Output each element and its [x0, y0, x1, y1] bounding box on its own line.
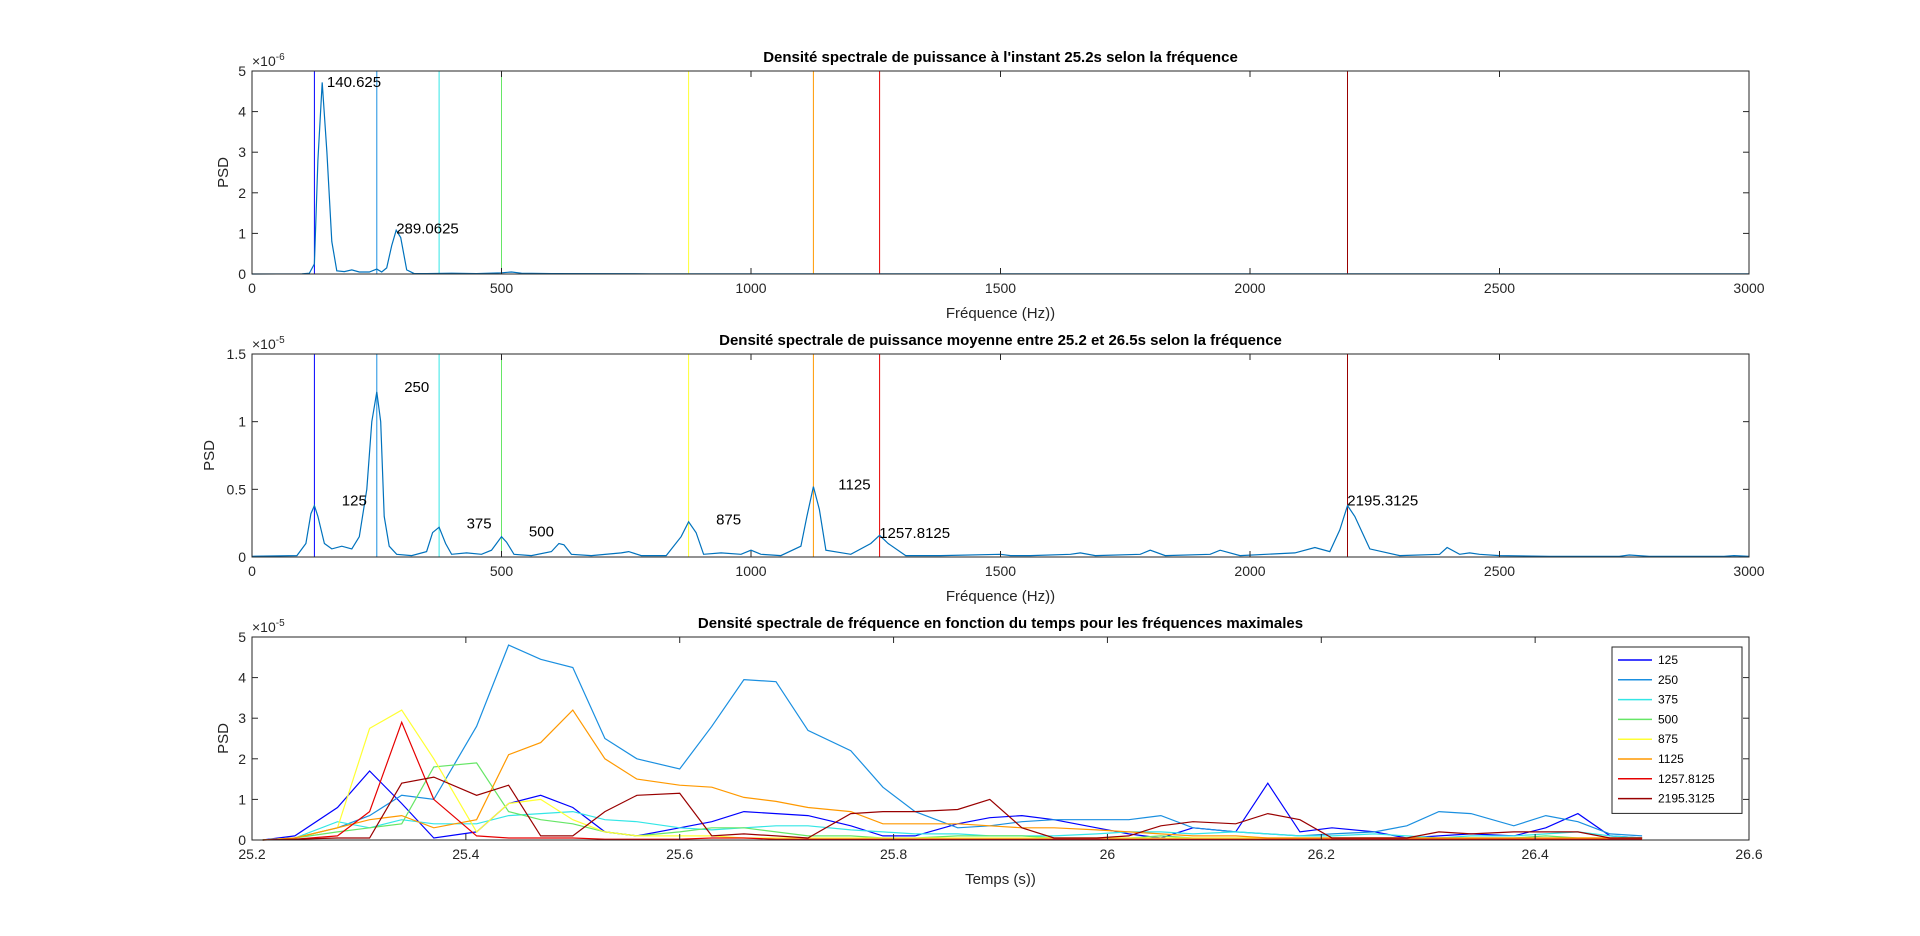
x-tick-label-2-2: 1000 [735, 563, 766, 579]
ticks-2: 0 500 1000 1500 2000 2500 3000 0 0.5 1 1.5 [227, 346, 1765, 579]
legend-label-1257_8125: 1257.8125 [1658, 772, 1715, 786]
peak-annotation-1-1: 289.0625 [396, 220, 459, 237]
series-line-3-250 [262, 644, 1643, 841]
y-axis-exponent-2: ×10-5 [252, 335, 285, 352]
plot-area-3 [262, 644, 1643, 841]
x-axis-label-1: Fréquence (Hz)) [946, 305, 1055, 322]
y-tick-label-3-1: 1 [238, 791, 246, 807]
y-axis-exponent-3: ×10-5 [252, 618, 285, 635]
y-tick-label-1-1: 1 [238, 225, 246, 241]
y-tick-label-3-3: 3 [238, 710, 246, 726]
y-tick-label-1-2: 2 [238, 185, 246, 201]
legend-label-875: 875 [1658, 732, 1678, 746]
legend-label-250: 250 [1658, 673, 1678, 687]
x-tick-label-1-6: 3000 [1733, 280, 1764, 296]
x-tick-label-3-7: 26.6 [1735, 846, 1762, 862]
x-axis-label-2: Fréquence (Hz)) [946, 588, 1055, 605]
legend[interactable]: 125 250 375 500 875 1125 1257.8125 2195.3125 [1611, 646, 1743, 814]
exponent-power-2: -5 [276, 335, 285, 346]
y-tick-label-1-3: 3 [238, 144, 246, 160]
x-tick-label-3-0: 25.2 [238, 846, 265, 862]
x-tick-label-1-2: 1000 [735, 280, 766, 296]
peak-annotation-2-3: 500 [529, 524, 554, 541]
y-tick-label-1-4: 4 [238, 104, 246, 120]
x-tick-label-1-0: 0 [248, 280, 256, 296]
ticks-3: 25.2 25.4 25.6 25.8 26 26.2 26.4 26.6 0 1 2 3 4 5 [238, 629, 1763, 862]
legend-label-125: 125 [1658, 653, 1678, 667]
subplot-3: Densité spectrale de fréquence en foncti… [215, 615, 1763, 888]
series-line-3-1257_8125 [262, 720, 1643, 841]
y-tick-label-2-0: 0 [238, 549, 246, 565]
axes-box-3 [251, 636, 1750, 841]
series-line-3-375 [262, 810, 1643, 841]
y-tick-label-2-2: 1 [238, 414, 246, 430]
y-tick-label-1-5: 5 [238, 63, 246, 79]
legend-label-500: 500 [1658, 712, 1678, 726]
x-tick-label-3-6: 26.4 [1522, 846, 1549, 862]
legend-label-375: 375 [1658, 693, 1678, 707]
x-tick-label-2-4: 2000 [1234, 563, 1265, 579]
legend-box [1611, 646, 1743, 814]
y-axis-label-3: PSD [215, 723, 232, 754]
peak-annotation-2-5: 1125 [838, 476, 870, 493]
x-tick-label-1-1: 500 [490, 280, 514, 296]
chart-title-2: Densité spectrale de puissance moyenne e… [719, 332, 1282, 349]
series-line-3-1125 [262, 709, 1643, 841]
y-axis-label-2: PSD [201, 440, 218, 471]
series-line-3-2195_3125 [262, 776, 1643, 841]
y-axis-exponent-1: ×10-6 [252, 52, 285, 69]
x-tick-label-1-5: 2500 [1484, 280, 1515, 296]
x-tick-label-3-1: 25.4 [452, 846, 479, 862]
x-tick-label-2-0: 0 [248, 563, 256, 579]
x-axis-label-3: Temps (s)) [965, 871, 1036, 888]
axes-frame-1 [251, 70, 1750, 275]
y-tick-label-3-5: 5 [238, 629, 246, 645]
peak-annotation-2-1: 125 [342, 493, 367, 510]
x-tick-label-3-2: 25.6 [666, 846, 693, 862]
peak-annotation-2-4: 875 [716, 512, 741, 529]
subplot-2: 250 125 375 500 875 1125 1257.8125 2195.3125 De… [201, 332, 1765, 605]
series-line-2-0 [251, 391, 1750, 557]
exponent-power-3: -5 [276, 618, 285, 629]
x-tick-label-2-3: 1500 [985, 563, 1016, 579]
peak-annotation-2-7: 2195.3125 [1347, 493, 1418, 510]
exponent-power-1: -6 [276, 52, 285, 63]
y-tick-label-3-0: 0 [238, 832, 246, 848]
peak-annotation-2-0: 250 [404, 379, 429, 396]
subplot-1: 140.625 289.0625 Densité spectrale de pui… [215, 49, 1765, 322]
x-tick-label-3-3: 25.8 [880, 846, 907, 862]
x-tick-label-2-5: 2500 [1484, 563, 1515, 579]
y-tick-label-1-0: 0 [238, 266, 246, 282]
ticks-1: 0 500 1000 1500 2000 2500 3000 0 1 2 3 4 5 [238, 63, 1765, 296]
y-tick-label-3-2: 2 [238, 751, 246, 767]
x-tick-label-3-4: 26 [1100, 846, 1116, 862]
chart-title-1: Densité spectrale de puissance à l'insta… [763, 49, 1238, 66]
legend-label-2195_3125: 2195.3125 [1658, 792, 1715, 806]
peak-annotation-1-0: 140.625 [327, 74, 381, 91]
y-axis-label-1: PSD [215, 157, 232, 188]
y-tick-label-2-3: 1.5 [227, 346, 247, 362]
x-tick-label-1-4: 2000 [1234, 280, 1265, 296]
peak-annotation-2-2: 375 [467, 516, 492, 533]
legend-label-1125: 1125 [1658, 752, 1684, 766]
x-tick-label-3-5: 26.2 [1308, 846, 1335, 862]
x-tick-label-2-6: 3000 [1733, 563, 1764, 579]
peak-annotation-2-6: 1257.8125 [879, 525, 950, 542]
y-tick-label-2-1: 0.5 [227, 481, 247, 497]
chart-title-3: Densité spectrale de fréquence en foncti… [698, 615, 1303, 632]
x-tick-label-2-1: 500 [490, 563, 514, 579]
x-tick-label-1-3: 1500 [985, 280, 1016, 296]
plot-area-2: 250 125 375 500 875 1125 1257.8125 2195.3125 [251, 354, 1750, 557]
y-tick-label-3-4: 4 [238, 670, 246, 686]
